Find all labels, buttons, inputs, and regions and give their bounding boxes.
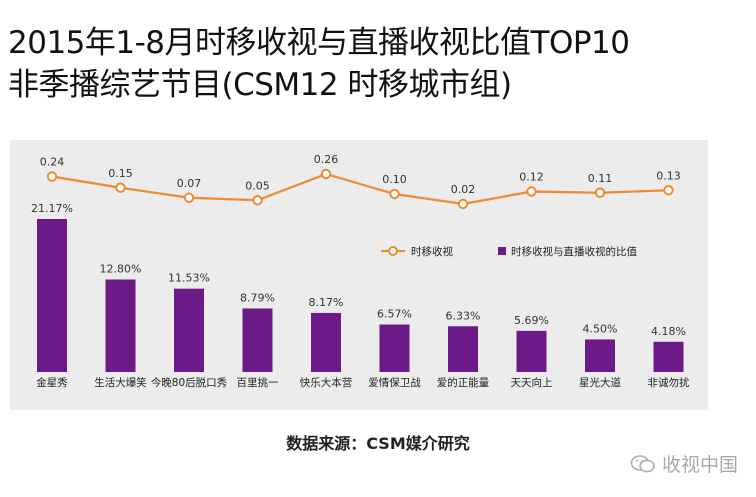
line-point (183, 192, 195, 203)
line-point (457, 198, 469, 210)
line-point (252, 195, 263, 206)
bar (37, 219, 67, 372)
chart-panel: 21.17% 金星秀 12.80% 生活大爆笑 11.53% 今晚80后脱口秀 8.79% 百… (10, 140, 708, 410)
line-point (389, 188, 400, 200)
bar-value-label: 4.18% (651, 325, 686, 338)
source-note: 数据来源：CSM媒介研究 (286, 434, 470, 453)
bar (379, 324, 410, 372)
line-value-label: 0.10 (382, 173, 407, 186)
bar-value-label: 8.17% (309, 296, 344, 309)
line-value-label: 0.15 (108, 167, 133, 180)
wechat-icon (630, 454, 655, 472)
category-label: 生活大爆笑 (94, 376, 147, 389)
bar-value-label: 11.53% (168, 272, 210, 285)
legend-line-marker (388, 246, 398, 256)
bar (448, 326, 478, 372)
bar (174, 288, 204, 372)
bar (242, 308, 273, 372)
bar-value-label: 6.33% (446, 309, 481, 322)
bar-value-label: 21.17% (31, 202, 73, 215)
line-value-label: 0.07 (177, 177, 202, 190)
line-series (51, 172, 669, 206)
line-point (115, 182, 126, 193)
line-point (594, 187, 606, 198)
category-label: 百里挑一 (237, 376, 279, 389)
line-value-label: 0.24 (40, 156, 65, 169)
legend-bar-swatch (498, 247, 506, 255)
chart-title: 2015年1-8月时移收视与直播收视比值TOP10 非季播综艺节目(CSM12 … (8, 22, 753, 106)
category-label: 天天向上 (511, 376, 553, 389)
line-value-label: 0.05 (245, 179, 270, 192)
line-value-label: 0.02 (451, 183, 476, 196)
line-point (663, 185, 674, 196)
bar (585, 339, 615, 372)
legend-line-label: 时移收视 (411, 245, 453, 258)
line-point (46, 171, 58, 182)
category-label: 爱的正能量 (437, 376, 490, 389)
category-label: 快乐大本营 (300, 376, 353, 389)
bar (516, 330, 547, 372)
category-label: 非诚勿扰 (648, 376, 690, 389)
bar-value-label: 6.57% (377, 308, 412, 321)
bar (105, 279, 136, 372)
title-line-2: 非季播综艺节目(CSM12 时移城市组) (8, 67, 512, 103)
watermark-text: 收视中国 (661, 454, 738, 476)
bar-value-label: 8.79% (240, 291, 275, 304)
category-label: 爱情保卫战 (368, 376, 421, 389)
line-point (526, 186, 537, 197)
bar-value-label: 5.69% (514, 314, 549, 327)
category-label: 星光大道 (579, 376, 621, 389)
line-value-label: 0.11 (588, 172, 613, 185)
watermark: 收视中国 (630, 450, 738, 477)
line-point (320, 168, 332, 180)
bar-value-label: 12.80% (100, 262, 142, 275)
title-line-1: 2015年1-8月时移收视与直播收视比值TOP10 (8, 25, 630, 61)
category-label: 今晚80后脱口秀 (151, 376, 228, 389)
bar (311, 312, 341, 372)
legend-bar-label: 时移收视与直播收视的比值 (511, 245, 637, 258)
category-label: 金星秀 (36, 376, 68, 389)
line-value-label: 0.13 (656, 169, 681, 182)
bar-value-label: 4.50% (583, 322, 618, 335)
combo-chart: 21.17% 金星秀 12.80% 生活大爆笑 11.53% 今晚80后脱口秀 8.79% 百… (31, 153, 690, 389)
bar (653, 341, 684, 372)
line-value-label: 0.26 (314, 153, 339, 166)
line-value-label: 0.12 (519, 171, 544, 184)
